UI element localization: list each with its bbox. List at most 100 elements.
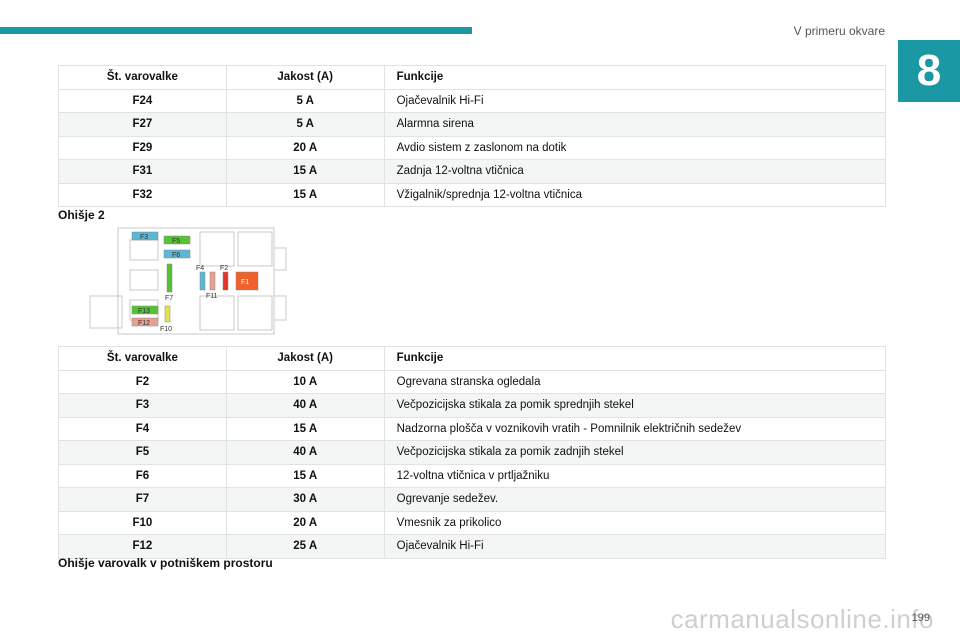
fuse-amperage: 15 A — [225, 416, 385, 441]
fuse-amperage: 15 A — [225, 182, 385, 207]
fuse-function: Večpozicijska stikala za pomik zadnjih s… — [383, 440, 887, 465]
fuse-number: F31 — [58, 159, 227, 184]
fuse-function: Avdio sistem z zaslonom na dotik — [383, 135, 887, 160]
fuse-label-f12: F12 — [138, 320, 150, 327]
fuse-f11 — [209, 271, 216, 291]
section-label-passenger-box: Ohišje varovalk v potniškem prostoru — [58, 556, 273, 570]
table-row: F5 40 A Večpozicijska stikala za pomik zad… — [58, 440, 887, 465]
fuse-label-f4: F4 — [196, 265, 204, 272]
table-row: F32 15 A Vžigalnik/sprednja 12-voltna vtič… — [58, 182, 887, 207]
fuse-number: F6 — [58, 463, 227, 488]
fuse-amperage: 40 A — [225, 393, 385, 418]
fuse-number: F4 — [58, 416, 227, 441]
fuse-f13 — [131, 305, 159, 315]
fuse-number: F10 — [58, 510, 227, 535]
fuse-function: Nadzorna plošča v voznikovih vratih - Po… — [383, 416, 887, 441]
fuse-f6 — [163, 249, 191, 259]
fuse-function: Ogrevanje sedežev. — [383, 487, 887, 512]
fuse-amperage: 5 A — [225, 112, 385, 137]
fuse-label-f1: F1 — [241, 279, 249, 286]
table-row: F31 15 A Zadnja 12-voltna vtičnica — [58, 159, 887, 184]
diagram-outline — [89, 295, 123, 329]
fuse-label-f7: F7 — [165, 295, 173, 302]
fuse-number: F5 — [58, 440, 227, 465]
diagram-outline — [273, 295, 287, 321]
table-header-row: Št. varovalke Jakost (A) Funkcije — [58, 346, 887, 371]
fuse-number: F3 — [58, 393, 227, 418]
watermark: carmanualsonline.info — [670, 604, 934, 634]
header-accent-bar — [0, 27, 472, 34]
fuse-label-f5: F5 — [172, 238, 180, 245]
fuse-function: Alarmna sirena — [383, 112, 887, 137]
fuse-amperage: 15 A — [225, 159, 385, 184]
fuse-number: F32 — [58, 182, 227, 207]
table-row: F2 10 A Ogrevana stranska ogledala — [58, 369, 887, 394]
chapter-number-badge: 8 — [898, 40, 960, 102]
fuse-function: Zadnja 12-voltna vtičnica — [383, 159, 887, 184]
col-header-amperage: Jakost (A) — [225, 65, 385, 90]
table-row: F4 15 A Nadzorna plošča v voznikovih vrati… — [58, 416, 887, 441]
fuse-amperage: 25 A — [225, 534, 385, 559]
table-row: F27 5 A Alarmna sirena — [58, 112, 887, 137]
fuse-function: Vžigalnik/sprednja 12-voltna vtičnica — [383, 182, 887, 207]
table-row: F24 5 A Ojačevalnik Hi-Fi — [58, 88, 887, 113]
fuse-function: 12-voltna vtičnica v prtljažniku — [383, 463, 887, 488]
diagram-outline — [199, 231, 235, 267]
fuse-f2 — [222, 271, 229, 291]
fuse-number: F12 — [58, 534, 227, 559]
fuse-number: F2 — [58, 369, 227, 394]
table-header-row: Št. varovalke Jakost (A) Funkcije — [58, 65, 887, 90]
fuse-amperage: 10 A — [225, 369, 385, 394]
fuse-amperage: 40 A — [225, 440, 385, 465]
fuse-number: F27 — [58, 112, 227, 137]
table-row: F10 20 A Vmesnik za prikolico — [58, 510, 887, 535]
table-row: F12 25 A Ojačevalnik Hi-Fi — [58, 534, 887, 559]
col-header-function: Funkcije — [383, 346, 887, 371]
fuse-f4 — [199, 271, 206, 291]
fuse-amperage: 30 A — [225, 487, 385, 512]
diagram-outline — [199, 295, 235, 331]
fuse-function: Večpozicijska stikala za pomik sprednjih… — [383, 393, 887, 418]
fuse-f7 — [166, 263, 173, 293]
fuse-label-f10: F10 — [160, 326, 172, 333]
chapter-title: V primeru okvare — [793, 24, 885, 38]
col-header-fuse-number: Št. varovalke — [58, 65, 227, 90]
fuse-function: Ojačevalnik Hi-Fi — [383, 534, 887, 559]
table-row: F3 40 A Večpozicijska stikala za pomik spr… — [58, 393, 887, 418]
fuse-amperage: 20 A — [225, 510, 385, 535]
fuse-function: Ojačevalnik Hi-Fi — [383, 88, 887, 113]
page-number: 199 — [911, 612, 930, 624]
section-label-box-2: Ohišje 2 — [58, 208, 105, 222]
diagram-outline — [129, 269, 159, 291]
fuse-label-f3: F3 — [140, 234, 148, 241]
fuse-f5 — [163, 235, 191, 245]
col-header-fuse-number: Št. varovalke — [58, 346, 227, 371]
col-header-function: Funkcije — [383, 65, 887, 90]
fuse-f10 — [164, 305, 171, 323]
diagram-outline — [237, 231, 273, 267]
fuse-label-f6: F6 — [172, 252, 180, 259]
fuse-label-f2: F2 — [220, 265, 228, 272]
fuse-amperage: 20 A — [225, 135, 385, 160]
diagram-outline — [117, 227, 275, 335]
fuse-table-2: Št. varovalke Jakost (A) Funkcije F2 10 A… — [58, 346, 887, 559]
fuse-f12 — [131, 317, 159, 327]
fuse-number: F29 — [58, 135, 227, 160]
fuse-label-f11: F11 — [206, 293, 218, 300]
col-header-amperage: Jakost (A) — [225, 346, 385, 371]
fuse-box-diagram: F3 F5 F6 F4 F2 F1 F11 F7 F13 F12 F10 — [89, 227, 287, 335]
diagram-outline — [273, 247, 287, 271]
fuse-function: Ogrevana stranska ogledala — [383, 369, 887, 394]
table-row: F29 20 A Avdio sistem z zaslonom na dotik — [58, 135, 887, 160]
fuse-amperage: 5 A — [225, 88, 385, 113]
fuse-f1 — [235, 271, 259, 291]
fuse-number: F24 — [58, 88, 227, 113]
table-row: F6 15 A 12-voltna vtičnica v prtljažniku — [58, 463, 887, 488]
fuse-label-f13: F13 — [138, 308, 150, 315]
fuse-number: F7 — [58, 487, 227, 512]
fuse-f3 — [131, 231, 159, 241]
fuse-table-1: Št. varovalke Jakost (A) Funkcije F24 5 A… — [58, 65, 887, 207]
table-row: F7 30 A Ogrevanje sedežev. — [58, 487, 887, 512]
fuse-amperage: 15 A — [225, 463, 385, 488]
diagram-outline — [237, 295, 273, 331]
